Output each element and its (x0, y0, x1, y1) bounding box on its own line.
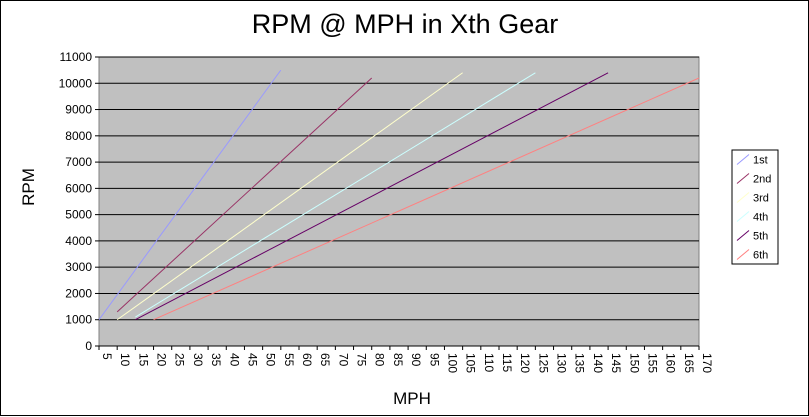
legend-label-5th: 5th (753, 231, 768, 243)
y-tick-label: 5000 (65, 208, 92, 222)
x-tick-label: 120 (518, 353, 532, 373)
x-tick-label: 50 (264, 353, 278, 367)
x-tick-label: 105 (464, 353, 478, 373)
series-line-5th (135, 72, 609, 321)
legend-swatch-3rd (736, 192, 750, 203)
x-tick-label: 110 (482, 353, 496, 372)
y-axis-ticks: 0 1000 2000 3000 4000 5000 6000 7000 8000 9000 100… (59, 50, 99, 353)
series-line-4th (135, 72, 536, 318)
series-line-2nd (116, 77, 373, 313)
x-tick-label: 80 (373, 353, 387, 367)
x-tick-label: 90 (409, 353, 423, 367)
x-tick-label: 45 (245, 353, 259, 367)
x-axis-ticks: 5 10 15 20 25 30 35 40 45 50 55 60 65 70 75 80 85 90 95 100… (98, 346, 714, 373)
x-tick-label: 65 (318, 353, 332, 367)
y-axis-title: RPM (19, 168, 38, 206)
y-tick-label: 8000 (65, 129, 92, 143)
x-tick-label: 75 (355, 353, 369, 367)
x-tick-label: 155 (645, 353, 659, 373)
y-tick-label: 2000 (65, 286, 92, 300)
y-tick-label: 7000 (65, 155, 92, 169)
y-tick-label: 1000 (65, 313, 92, 327)
x-tick-label: 145 (609, 353, 623, 373)
x-tick-label: 115 (500, 353, 514, 372)
x-tick-label: 140 (591, 353, 605, 373)
x-tick-label: 85 (391, 353, 405, 367)
y-tick-label: 0 (85, 339, 92, 353)
series-line-1st (98, 69, 282, 321)
x-tick-label: 150 (627, 353, 641, 373)
x-tick-label: 60 (300, 353, 314, 367)
legend-label-2nd: 2nd (753, 174, 771, 186)
y-tick-label: 11000 (60, 50, 93, 64)
legend: 1st 2nd 3rd 4th 5th 6th (731, 149, 779, 265)
x-tick-label: 160 (664, 353, 678, 373)
chart-title: RPM @ MPH in Xth Gear (252, 9, 558, 39)
x-tick-label: 5 (100, 353, 114, 360)
legend-swatch-1st (736, 154, 750, 165)
x-tick-label: 135 (573, 353, 587, 373)
x-tick-label: 100 (445, 353, 459, 373)
x-axis-title: MPH (393, 389, 431, 408)
series-line-3rd (116, 72, 463, 321)
y-tick-label: 6000 (65, 181, 92, 195)
legend-swatch-5th (736, 230, 750, 241)
legend-swatch-2nd (736, 173, 750, 184)
x-tick-label: 15 (136, 353, 150, 367)
plot-area (98, 56, 700, 347)
x-tick-label: 70 (336, 353, 350, 367)
x-tick-label: 165 (682, 353, 696, 373)
y-tick-label: 3000 (65, 260, 92, 274)
x-tick-label: 30 (191, 353, 205, 367)
x-tick-label: 35 (209, 353, 223, 367)
y-tick-label: 10000 (59, 76, 93, 90)
x-tick-label: 20 (155, 353, 169, 367)
x-tick-label: 10 (118, 353, 132, 367)
x-tick-label: 55 (282, 353, 296, 367)
legend-swatch-6th (736, 249, 750, 260)
x-tick-label: 130 (555, 353, 569, 373)
y-tick-label: 4000 (65, 234, 92, 248)
series-lines (98, 69, 700, 321)
legend-label-1st: 1st (753, 155, 768, 167)
y-tick-label: 9000 (65, 103, 92, 117)
legend-swatch-4th (736, 211, 750, 222)
x-tick-label: 125 (536, 353, 550, 373)
series-line-6th (153, 77, 700, 321)
legend-label-3rd: 3rd (753, 193, 769, 205)
legend-label-6th: 6th (753, 250, 768, 262)
x-tick-label: 95 (427, 353, 441, 367)
x-tick-label: 25 (173, 353, 187, 367)
x-tick-label: 40 (227, 353, 241, 367)
legend-label-4th: 4th (753, 212, 768, 224)
x-tick-label: 170 (700, 353, 714, 373)
grid-lines (99, 56, 699, 347)
legend-box (731, 149, 779, 265)
